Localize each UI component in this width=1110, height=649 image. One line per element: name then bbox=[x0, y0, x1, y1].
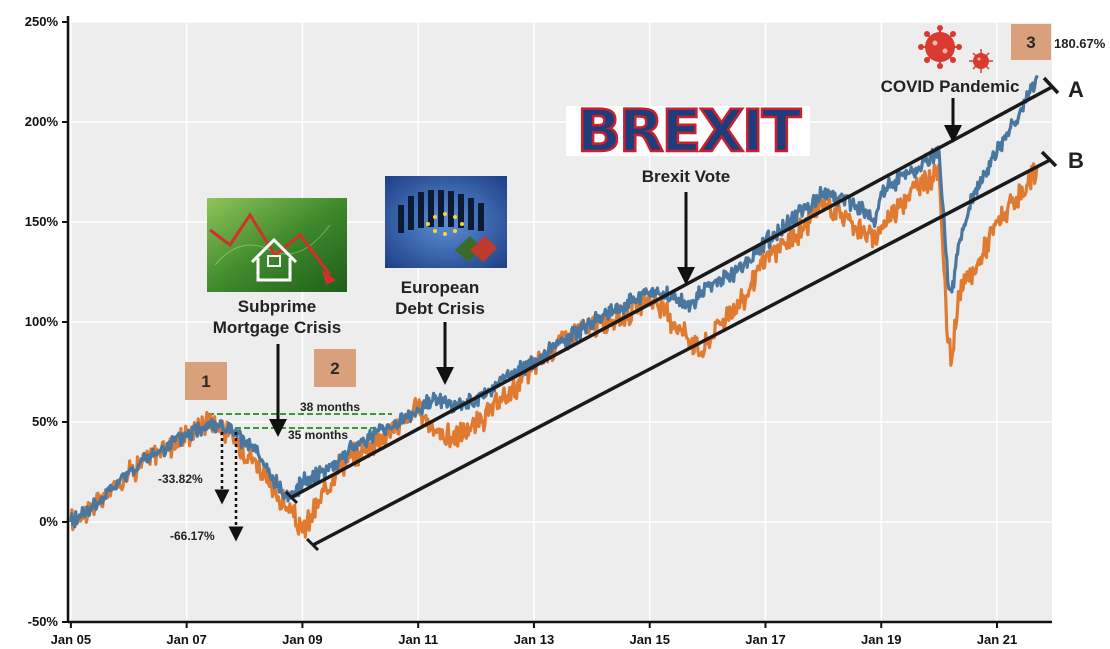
badge-1 bbox=[185, 362, 227, 400]
subprime-label-line-2: Mortgage Crisis bbox=[213, 318, 341, 337]
channel-b-start-tick bbox=[305, 537, 320, 552]
badge-1-label: 1 bbox=[201, 372, 210, 391]
x-tick-label: Jan 21 bbox=[977, 632, 1017, 647]
x-tick-label: Jan 19 bbox=[861, 632, 901, 647]
drawdown-a-label: -33.82% bbox=[158, 472, 203, 486]
covid-label: COVID Pandemic bbox=[881, 77, 1020, 96]
y-tick-label: 50% bbox=[32, 414, 58, 429]
x-tick-label: Jan 15 bbox=[629, 632, 669, 647]
virus-icon-small bbox=[969, 49, 993, 73]
badge-3 bbox=[1011, 24, 1051, 60]
months-38-label: 38 months bbox=[300, 400, 360, 414]
months-35-label: 35 months bbox=[288, 428, 348, 442]
grid-lines bbox=[68, 21, 1052, 623]
y-tick-label: -50% bbox=[28, 614, 59, 629]
brexit-logo-text: BREXIT bbox=[577, 97, 802, 165]
european-label-line-2: Debt Crisis bbox=[395, 299, 485, 318]
channel-b-label: B bbox=[1068, 148, 1084, 173]
x-tick-labels: Jan 05 Jan 07 Jan 09 Jan 11 Jan 13 Jan 15 Jan … bbox=[51, 632, 1018, 647]
x-tick-label: Jan 13 bbox=[514, 632, 554, 647]
virus-icon-large bbox=[918, 25, 962, 69]
x-tick-label: Jan 05 bbox=[51, 632, 91, 647]
brexit-logo: BREXIT bbox=[566, 96, 810, 166]
badge-2 bbox=[314, 349, 356, 387]
channel-a-end-tick bbox=[1042, 76, 1060, 95]
channel-line-a bbox=[291, 85, 1053, 499]
x-tick-label: Jan 17 bbox=[745, 632, 785, 647]
final-value-label: 180.67% bbox=[1054, 36, 1106, 51]
axes bbox=[62, 16, 1052, 628]
badge-2-label: 2 bbox=[330, 359, 339, 378]
badge-3-label: 3 bbox=[1026, 33, 1035, 52]
x-tick-label: Jan 09 bbox=[282, 632, 322, 647]
european-dominoes-illustration bbox=[385, 176, 507, 268]
subprime-label-line-1: Subprime bbox=[238, 297, 316, 316]
y-tick-label: 250% bbox=[25, 14, 59, 29]
x-tick-label: Jan 11 bbox=[398, 632, 438, 647]
y-tick-labels: -50% 0% 50% 100% 150% 200% 250% bbox=[25, 14, 59, 629]
subprime-house-illustration bbox=[207, 198, 347, 292]
series-line-a bbox=[69, 74, 1039, 529]
channel-line-b bbox=[312, 158, 1051, 547]
y-tick-label: 200% bbox=[25, 114, 59, 129]
channel-a-start-tick bbox=[284, 490, 299, 505]
y-tick-label: 150% bbox=[25, 214, 59, 229]
y-tick-label: 100% bbox=[25, 314, 59, 329]
brexit-vote-label: Brexit Vote bbox=[642, 167, 731, 186]
channel-b-end-tick bbox=[1040, 150, 1058, 168]
channel-a-label: A bbox=[1068, 77, 1084, 102]
y-tick-label: 0% bbox=[39, 514, 58, 529]
european-label-line-1: European bbox=[401, 278, 479, 297]
drawdown-b-label: -66.17% bbox=[170, 529, 215, 543]
x-tick-label: Jan 07 bbox=[166, 632, 206, 647]
